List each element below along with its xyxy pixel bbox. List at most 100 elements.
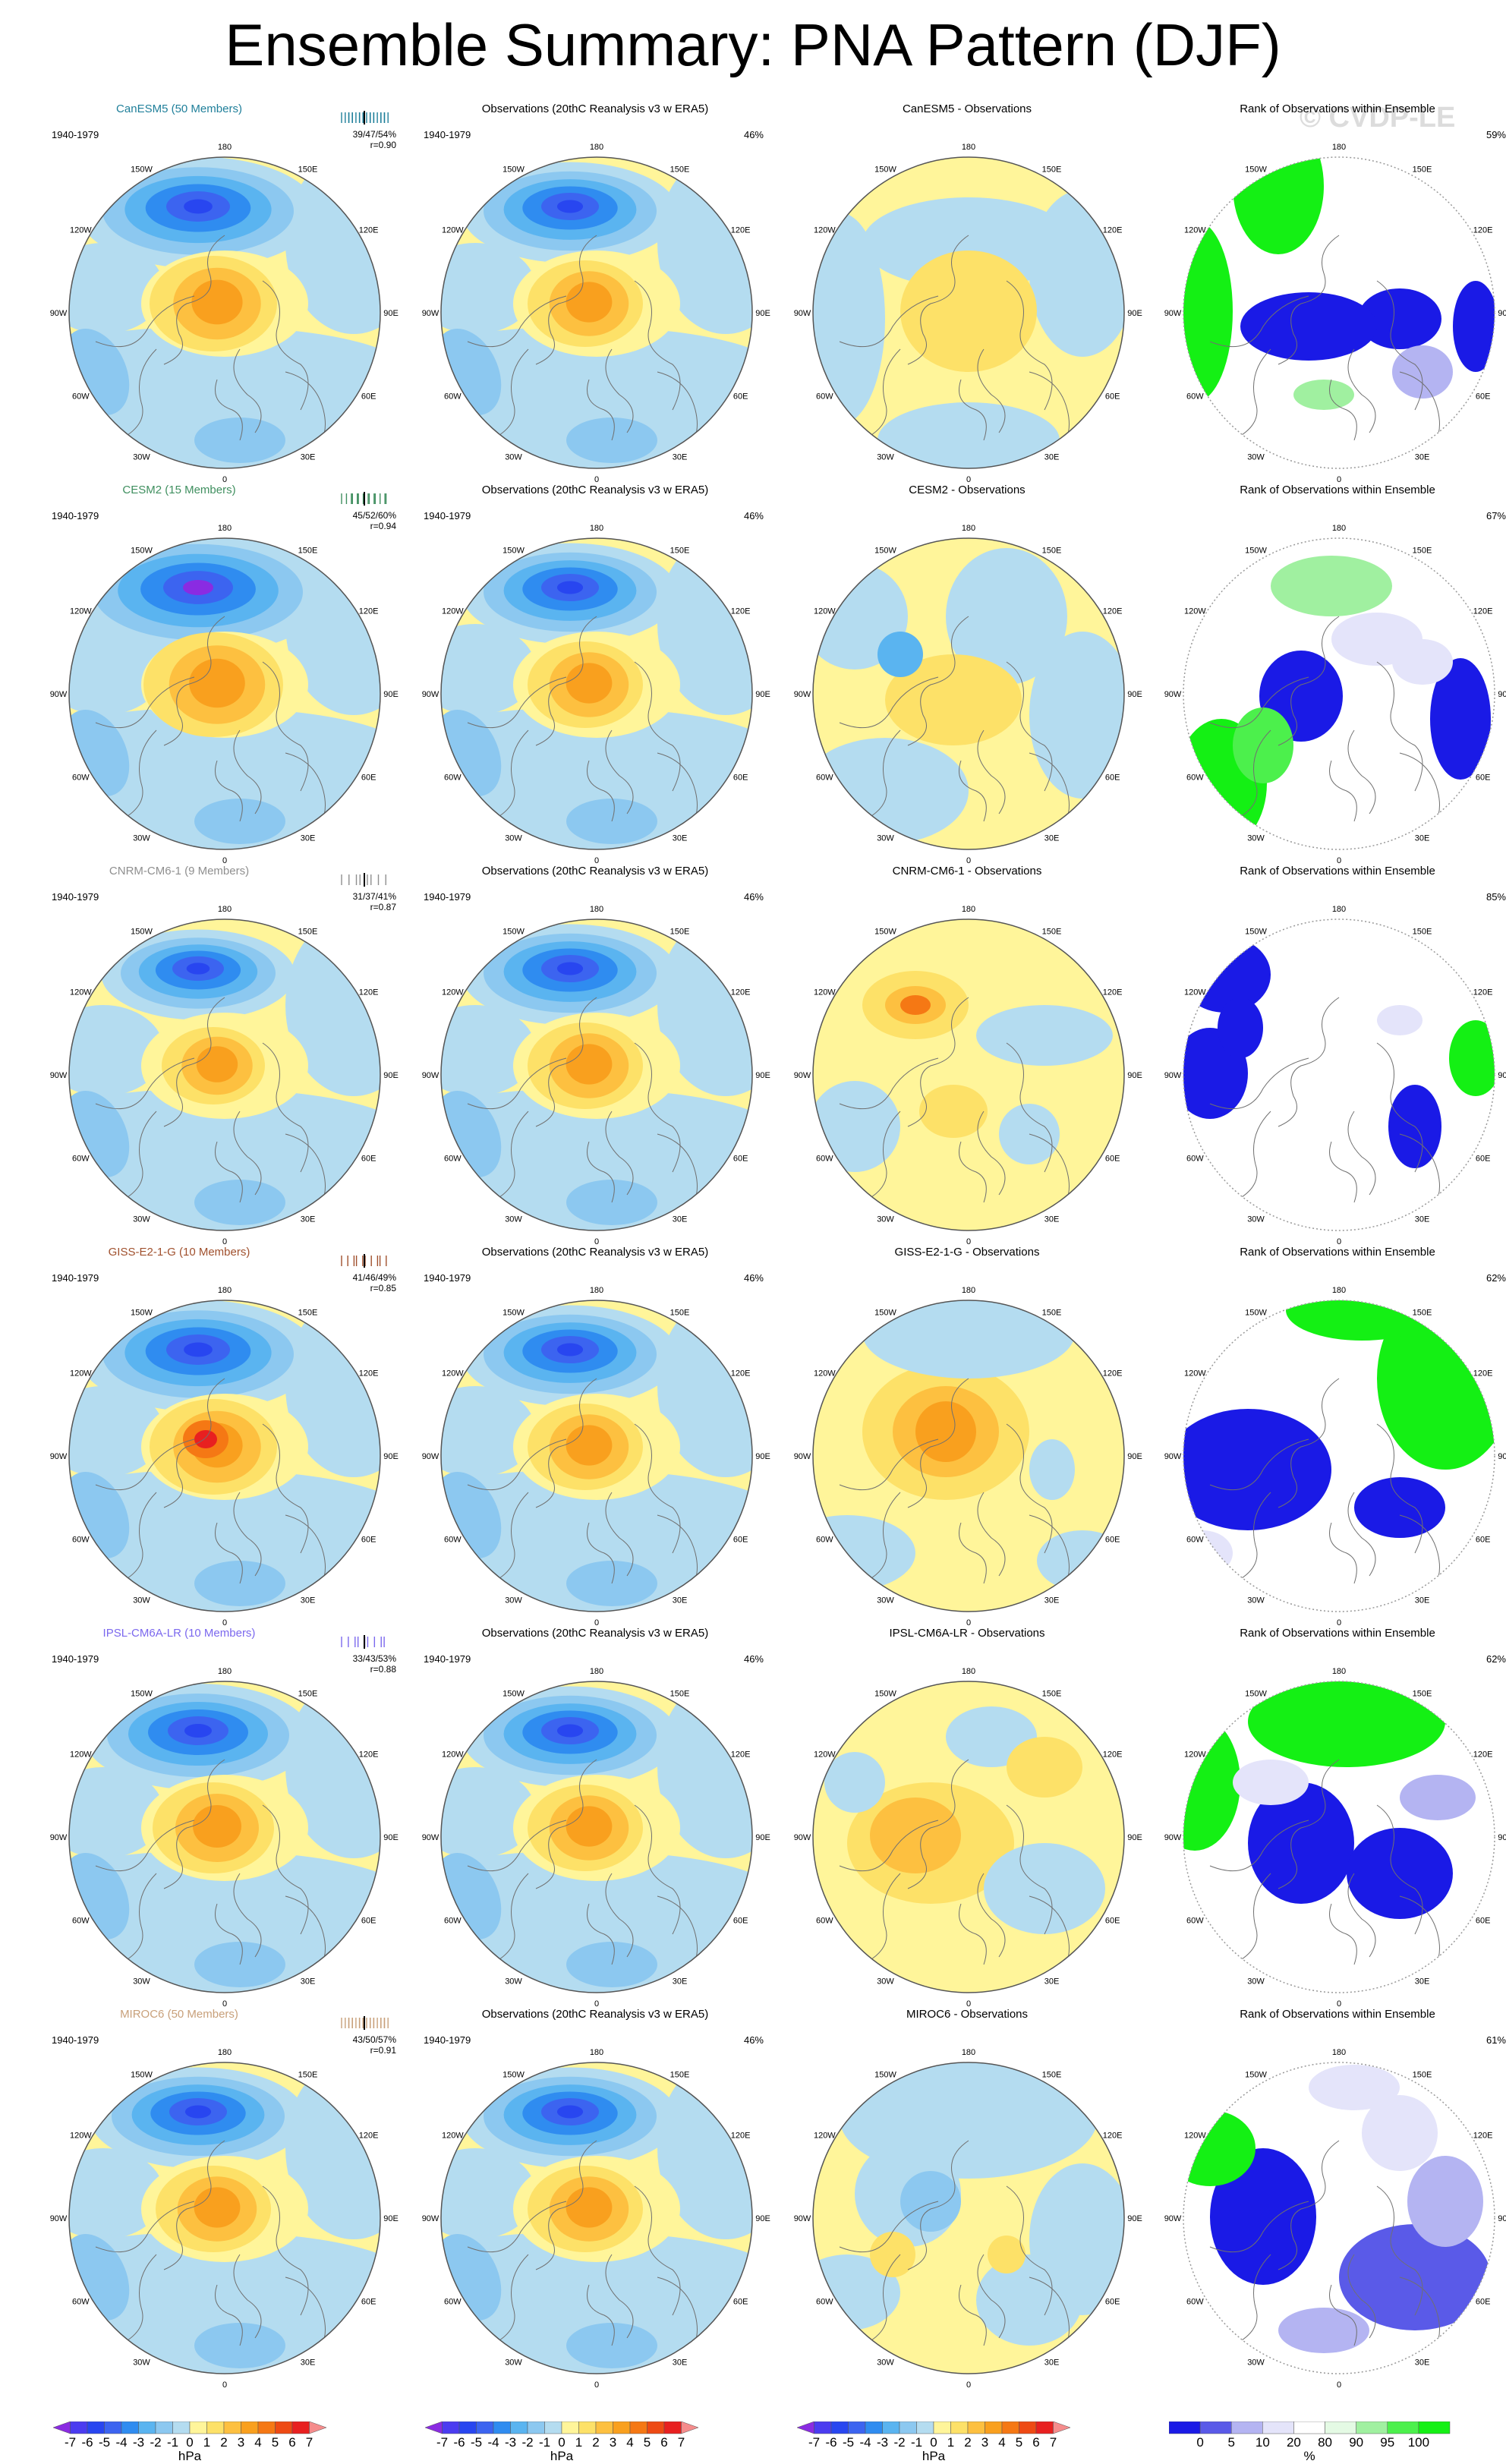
positive-center — [566, 2187, 613, 2228]
coastline — [1209, 2201, 1309, 2253]
lon-tick-label: 90W — [794, 2214, 811, 2223]
coastline — [605, 2254, 634, 2339]
obs-pct-variance: 46% — [743, 891, 764, 903]
colorbar-swatch — [967, 2421, 985, 2434]
lon-tick-label: 90W — [1164, 309, 1182, 318]
diff-title: CESM2 - Observations — [909, 484, 1026, 496]
lon-tick-label: 90E — [755, 2214, 770, 2223]
coastline — [1347, 729, 1376, 815]
colorbar-swatch — [206, 2421, 225, 2434]
colorbar-tick-label: -6 — [81, 2435, 93, 2450]
lon-tick-label: 150E — [298, 1689, 318, 1698]
obs-panel: 180 150E 120E 90E 60E 30E 0 30W 60W 90W 120W 150W Ob… — [407, 1227, 783, 1627]
lon-tick-label: 30E — [673, 1596, 688, 1605]
lon-tick-label: 120E — [1103, 1750, 1123, 1760]
rank-region — [1271, 556, 1392, 616]
lon-tick-label: 30E — [1415, 1596, 1430, 1605]
lon-tick-label: 150W — [503, 927, 525, 936]
colorbar-tick-label: -3 — [876, 2435, 889, 2450]
coastline — [605, 348, 634, 433]
lon-tick-label: 120W — [814, 1369, 836, 1379]
member-distribution — [341, 1635, 385, 1649]
colorbar-swatch — [442, 2421, 460, 2434]
colorbar-tick-label: 5 — [271, 2435, 279, 2450]
coastline — [215, 2284, 243, 2346]
period-label: 1940-1979 — [52, 1653, 99, 1665]
coastline — [1209, 295, 1309, 348]
coastline — [959, 1141, 987, 1203]
map-boundary — [68, 918, 381, 1231]
pct-variance-range: 45/52/60% — [352, 510, 396, 521]
lon-tick-label: 30W — [1247, 453, 1265, 462]
pattern-correlation: r=0.87 — [370, 902, 396, 912]
lon-tick-label: 60E — [733, 774, 748, 783]
coastline — [839, 2201, 939, 2253]
lon-tick-label: 90W — [422, 1071, 440, 1080]
coastline — [467, 1057, 567, 1110]
rank-panel: 180 150E 120E 90E 60E 30E 0 30W 60W 90W 120W 150W Ra… — [1149, 1227, 1506, 1627]
colorbar-tick-label: -3 — [132, 2435, 145, 2450]
coastline — [1209, 1438, 1309, 1491]
lon-tick-label: 150W — [131, 546, 153, 555]
anomaly-region — [657, 157, 752, 334]
lon-tick-label: 150W — [874, 927, 896, 936]
lon-tick-label: 60W — [72, 1155, 90, 1164]
lon-tick-label: 0 — [594, 1999, 599, 2009]
coastline — [233, 1111, 262, 1196]
lon-tick-label: 90W — [50, 309, 68, 318]
map-boundary — [812, 1300, 1125, 1612]
colorbar-tick-label: -1 — [166, 2435, 179, 2450]
anomaly-region — [1029, 1439, 1075, 1500]
negative-core — [184, 2105, 212, 2119]
lon-tick-label: 30E — [301, 834, 316, 843]
model-map: 180 150E 120E 90E 60E 30E 0 30W 60W 90W 120W 150W — [50, 1286, 399, 1627]
colorbar-swatch — [629, 2421, 647, 2434]
lon-tick-label: 60W — [1186, 774, 1204, 783]
rank-panel: 180 150E 120E 90E 60E 30E 0 30W 60W 90W 120W 150W Ra… — [1149, 83, 1506, 484]
positive-center — [566, 1425, 613, 1466]
coastline — [977, 1492, 1006, 1577]
lon-tick-label: 150E — [1042, 546, 1062, 555]
coastline — [839, 1057, 939, 1110]
period-label: 1940-1979 — [424, 1653, 471, 1665]
member-distribution — [341, 2016, 389, 2030]
coastline — [535, 1759, 597, 1889]
colorbar-swatch — [1387, 2421, 1419, 2434]
colorbar-tick-label: -2 — [893, 2435, 906, 2450]
coastline — [490, 348, 529, 441]
anomaly-region — [862, 197, 1075, 288]
lon-tick-label: 30E — [1415, 834, 1430, 843]
coastline — [535, 616, 597, 746]
lon-tick-label: 0 — [1337, 1999, 1341, 2009]
lon-tick-label: 120E — [359, 1369, 379, 1379]
lon-tick-label: 0 — [1337, 1618, 1341, 1627]
member-distribution — [341, 492, 387, 506]
colorbar-swatch — [257, 2421, 276, 2434]
lon-tick-label: 120W — [70, 226, 92, 235]
colorbar-swatch — [1035, 2421, 1054, 2434]
hpa-colorbar — [425, 2421, 699, 2434]
lon-tick-label: 120W — [814, 607, 836, 616]
rank-pct: 67% — [1486, 510, 1506, 521]
lon-tick-label: 120W — [70, 988, 92, 997]
lon-tick-label: 30E — [301, 1215, 316, 1224]
coastline — [95, 1057, 195, 1110]
lon-tick-label: 0 — [1337, 2381, 1341, 2390]
lon-tick-label: 0 — [966, 2381, 971, 2390]
period-label: 1940-1979 — [52, 510, 99, 521]
anomaly-region — [919, 1085, 988, 1138]
negative-core — [183, 580, 213, 595]
anomaly-region — [885, 654, 1022, 745]
lon-tick-label: 0 — [222, 1237, 227, 1246]
coastline — [118, 1492, 157, 1584]
negative-core — [184, 1724, 212, 1738]
model-title: CNRM-CM6-1 (9 Members) — [109, 865, 250, 878]
lon-tick-label: 90W — [422, 2214, 440, 2223]
rank-region — [1183, 2110, 1256, 2186]
coastline — [163, 997, 225, 1127]
lon-tick-label: 90W — [422, 1452, 440, 1461]
obs-pct-variance: 46% — [743, 1653, 764, 1665]
lon-tick-label: 60E — [1105, 774, 1120, 783]
lon-tick-label: 60W — [444, 774, 462, 783]
colorbar-unit: hPa — [922, 2449, 946, 2463]
